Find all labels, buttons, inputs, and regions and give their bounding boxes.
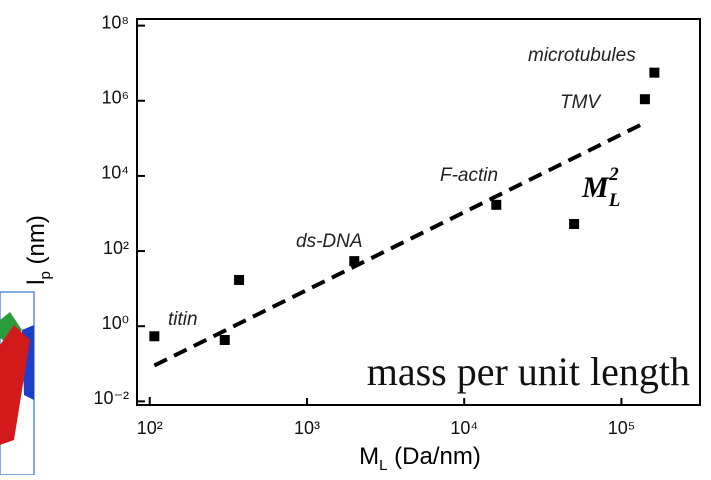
annotation: TMV (560, 92, 602, 113)
scaling-sup: 2 (608, 164, 619, 185)
x-tick-label: 10⁵ (608, 418, 635, 438)
data-point (349, 256, 360, 267)
scaling-sub: L (608, 190, 621, 211)
y-tick-label: 10⁸ (101, 12, 129, 32)
annotation: ds-DNA (296, 231, 363, 252)
plot-frame (136, 18, 701, 406)
data-point (491, 199, 502, 210)
y-label-base: l (23, 280, 50, 285)
annotation: F-actin (440, 165, 498, 186)
y-label-sub: p (37, 271, 54, 279)
x-tick-label: 10³ (294, 418, 320, 438)
x-axis-label: ML (Da/nm) (359, 443, 481, 474)
data-point (649, 67, 660, 78)
y-axis-label: lp (nm) (23, 215, 54, 285)
y-tick-label: 10⁰ (102, 313, 129, 333)
x-label-rest: (Da/nm) (388, 443, 481, 470)
y-tick-label: 10⁶ (102, 88, 129, 108)
annotation: microtubules (528, 45, 636, 66)
y-label-rest: (nm) (23, 215, 50, 271)
data-point (569, 219, 580, 230)
x-tick-label: 10⁴ (450, 418, 478, 438)
x-label-base: M (359, 443, 379, 470)
scaling-base: M (581, 171, 610, 204)
caption-background (265, 352, 699, 398)
fit-line (153, 120, 648, 368)
data-point (639, 94, 650, 105)
data-point (219, 334, 230, 345)
annotation: titin (168, 309, 198, 330)
y-tick-label: 10² (103, 238, 129, 258)
y-tick-label: 10⁴ (101, 163, 129, 183)
data-point (234, 274, 245, 285)
caption: mass per unit length (367, 349, 690, 394)
y-tick-label: 10⁻² (93, 388, 129, 408)
scaling-label: ML 2 (581, 164, 620, 211)
data-point (149, 331, 160, 342)
left-figure (0, 291, 35, 476)
x-label-sub: L (379, 457, 387, 474)
x-tick-label: 10² (137, 418, 163, 438)
